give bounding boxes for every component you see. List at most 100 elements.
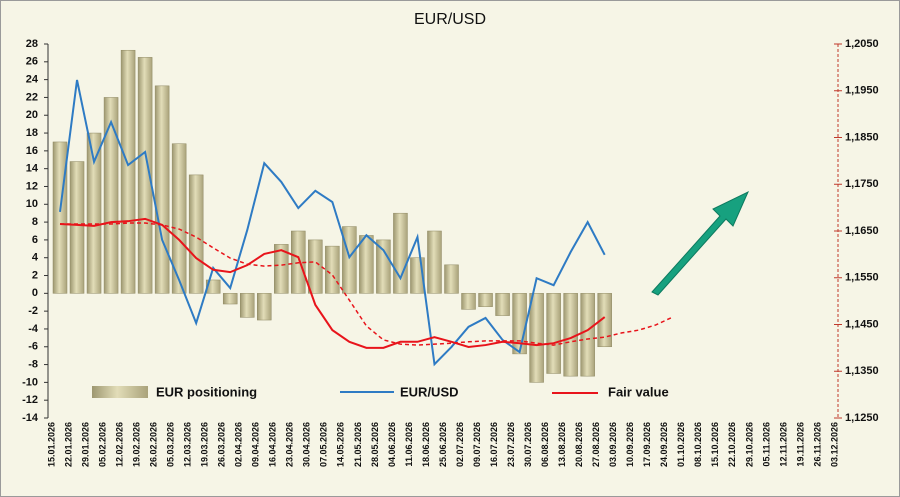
y-tick-label: -10 [22, 376, 38, 388]
x-tick-label: 01.10.2026 [676, 422, 686, 467]
bar [120, 49, 136, 294]
x-tick-label: 18.06.2026 [421, 422, 431, 467]
bar [154, 85, 170, 294]
x-tick-label: 09.07.2026 [472, 422, 482, 467]
x-tick-label: 03.12.2026 [829, 422, 839, 467]
x-tick-label: 26.11.2026 [812, 422, 822, 467]
x-tick-label: 30.04.2026 [302, 422, 312, 467]
y2-tick-label: 1,2050 [845, 38, 879, 50]
x-tick-label: 27.08.2026 [591, 422, 601, 467]
plot-area: -14-12-10-8-6-4-202468101214161820222426… [22, 38, 879, 467]
legend-label: EUR/USD [400, 384, 459, 399]
x-tick-label: 26.02.2026 [149, 422, 159, 467]
bar [308, 239, 323, 294]
y-tick-label: 6 [32, 234, 38, 246]
bar [478, 293, 493, 307]
x-tick-label: 23.04.2026 [285, 422, 295, 467]
x-tick-label: 12.11.2026 [778, 422, 788, 467]
x-tick-label: 14.05.2026 [336, 422, 346, 467]
y-tick-label: 18 [26, 127, 38, 139]
x-tick-label: 29.10.2026 [744, 422, 754, 467]
y2-tick-label: 1,1350 [845, 365, 879, 377]
bar [495, 293, 510, 316]
x-tick-label: 03.09.2026 [608, 422, 618, 467]
y2-tick-label: 1,1550 [845, 272, 879, 284]
legend-swatch [92, 386, 148, 398]
y-tick-label: -2 [28, 305, 38, 317]
x-tick-label: 20.08.2026 [574, 422, 584, 467]
bar [325, 245, 340, 294]
x-tick-label: 10.09.2026 [625, 422, 635, 467]
y-tick-label: 26 [26, 56, 38, 68]
bar [580, 293, 595, 377]
y-tick-label: 20 [26, 109, 38, 121]
bar [137, 57, 153, 294]
y-tick-label: -14 [22, 412, 39, 424]
x-tick-label: 19.11.2026 [795, 422, 805, 467]
x-tick-label: 30.07.2026 [523, 422, 533, 467]
y-tick-label: -6 [28, 341, 38, 353]
bar [103, 97, 119, 294]
y2-tick-label: 1,1250 [845, 412, 879, 424]
y-tick-label: 4 [32, 252, 39, 264]
y-tick-label: 12 [26, 180, 38, 192]
x-tick-label: 09.04.2026 [251, 422, 261, 467]
trend-arrow [651, 190, 750, 296]
y-tick-label: 22 [26, 91, 38, 103]
y2-tick-label: 1,1650 [845, 225, 879, 237]
x-tick-label: 17.09.2026 [642, 422, 652, 467]
x-tick-label: 22.01.2026 [63, 422, 73, 467]
x-tick-label: 15.01.2026 [46, 422, 56, 467]
bar [257, 293, 272, 321]
x-tick-label: 21.05.2026 [353, 422, 363, 467]
bar [69, 161, 85, 294]
bar [188, 174, 204, 294]
x-tick-label: 12.02.2026 [114, 422, 124, 467]
bar [359, 235, 374, 294]
x-tick-label: 26.03.2026 [217, 422, 227, 467]
bar [444, 264, 459, 294]
y-tick-label: -12 [22, 394, 38, 406]
x-tick-label: 05.11.2026 [761, 422, 771, 467]
line-series [59, 217, 606, 349]
bar [597, 293, 612, 348]
legend-label: Fair value [608, 384, 669, 399]
x-tick-label: 11.06.2026 [404, 422, 414, 467]
x-tick-label: 15.10.2026 [710, 422, 720, 467]
x-tick-label: 02.07.2026 [455, 422, 465, 467]
legend-label: EUR positioning [156, 384, 257, 399]
bar [461, 293, 476, 310]
x-tick-label: 19.03.2026 [200, 422, 210, 467]
x-tick-label: 13.08.2026 [557, 422, 567, 467]
bar [376, 239, 391, 294]
y2-tick-label: 1,1850 [845, 131, 879, 143]
bar [86, 132, 102, 294]
y-tick-label: 8 [32, 216, 38, 228]
bar [546, 293, 561, 374]
y-tick-label: -4 [28, 323, 39, 335]
x-tick-label: 04.06.2026 [387, 422, 397, 467]
x-tick-label: 06.08.2026 [540, 422, 550, 467]
x-tick-label: 19.02.2026 [131, 422, 141, 467]
bar [239, 293, 255, 318]
y2-tick-label: 1,1950 [845, 85, 879, 97]
x-tick-label: 05.03.2026 [166, 422, 176, 467]
x-tick-label: 16.07.2026 [489, 422, 499, 467]
y-tick-label: 14 [26, 163, 39, 175]
x-tick-label: 08.10.2026 [693, 422, 703, 467]
x-tick-label: 24.09.2026 [659, 422, 669, 467]
bar [393, 212, 408, 294]
bar [274, 244, 289, 294]
bar [222, 293, 238, 305]
bar [512, 293, 527, 355]
y-tick-label: 10 [26, 198, 38, 210]
y-tick-label: -8 [28, 358, 38, 370]
line-series [59, 79, 606, 367]
y2-tick-label: 1,1450 [845, 318, 879, 330]
bar [171, 143, 187, 294]
y-tick-label: 0 [32, 287, 38, 299]
y-tick-label: 24 [26, 74, 39, 86]
x-tick-label: 05.02.2026 [97, 422, 107, 467]
bar [205, 279, 221, 294]
